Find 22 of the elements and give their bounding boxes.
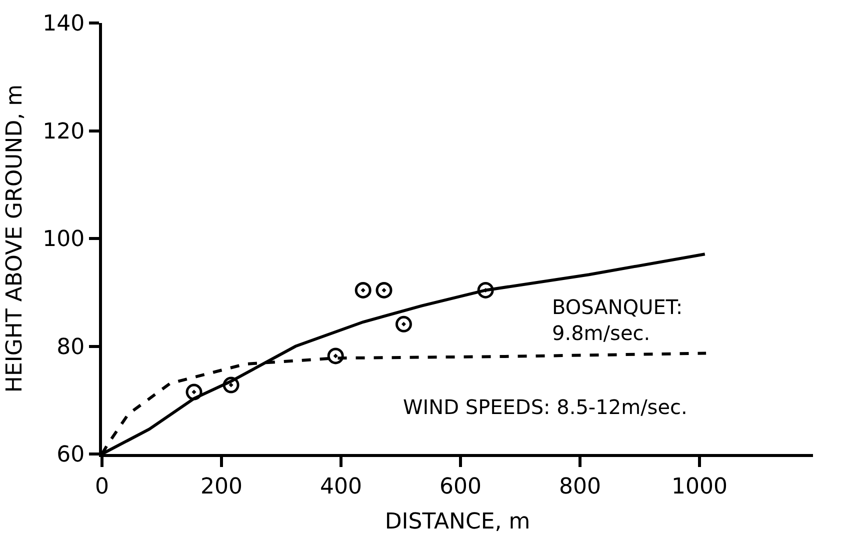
y-tick-label: 80 xyxy=(56,334,85,360)
point xyxy=(395,316,412,332)
x-tick-label: 400 xyxy=(320,474,362,500)
point xyxy=(376,282,392,298)
x-tick-label: 0 xyxy=(95,474,109,500)
point xyxy=(477,282,494,298)
y-tick-label: 120 xyxy=(42,119,85,144)
x-tick-label: 800 xyxy=(558,474,601,500)
x-axis-title: DISTANCE, m xyxy=(384,509,530,534)
x-tick-label: 600 xyxy=(439,474,482,500)
y-tick-label: 100 xyxy=(42,227,85,252)
y-axis-title: HEIGHT ABOVE GROUND, m xyxy=(2,84,28,393)
annotation: WIND SPEEDS: 8.5-12m/sec. xyxy=(403,395,688,419)
point xyxy=(327,348,344,364)
y-tick-label: 60 xyxy=(56,442,85,468)
x-tick-label: 200 xyxy=(200,474,242,500)
annotation: BOSANQUET: 9.8m/sec. xyxy=(552,295,683,345)
point xyxy=(354,282,372,298)
point xyxy=(186,384,202,400)
y-tick-label: 140 xyxy=(42,12,85,37)
point xyxy=(222,376,240,394)
x-tick-label: 1000 xyxy=(671,474,728,500)
